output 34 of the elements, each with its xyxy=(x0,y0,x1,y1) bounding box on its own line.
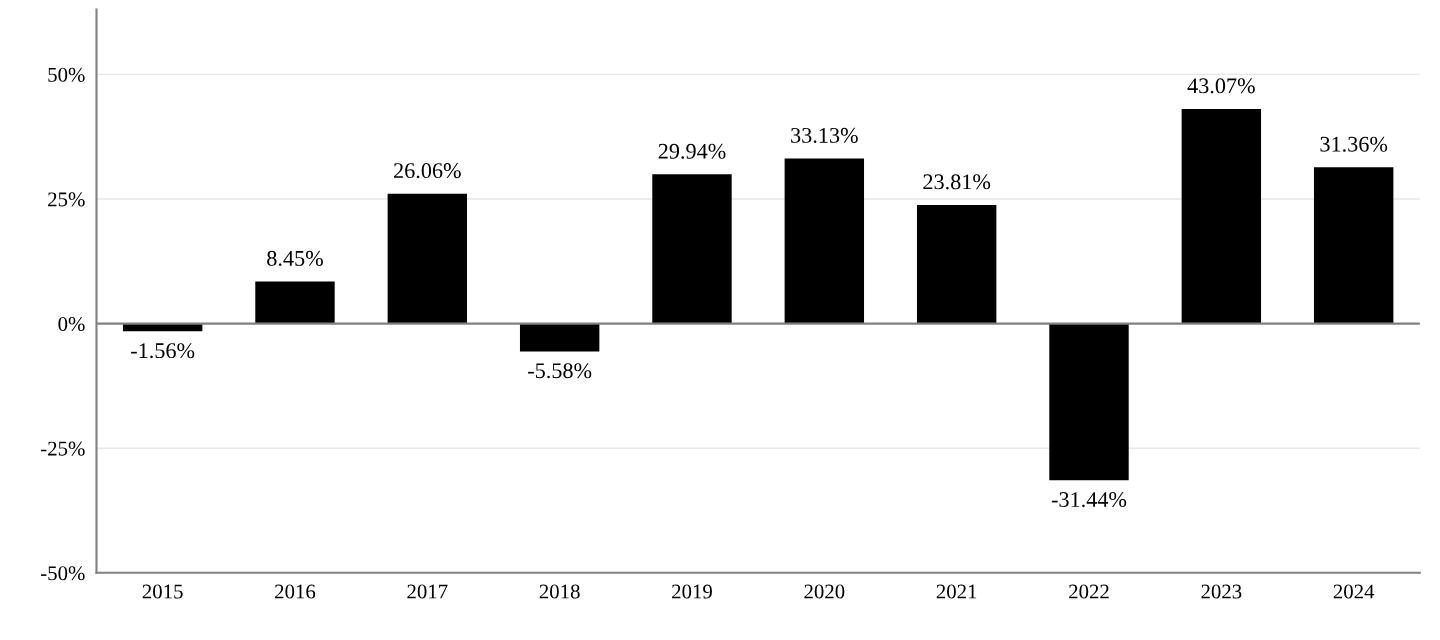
data-label: -1.56% xyxy=(131,343,195,359)
data-label: 33.13% xyxy=(791,127,858,143)
x-tick-label: 2017 xyxy=(407,584,448,599)
y-tick-label: -25% xyxy=(41,441,85,456)
y-tick-label: 0% xyxy=(58,316,85,332)
y-tick-label: 25% xyxy=(48,192,85,207)
x-tick-label: 2022 xyxy=(1069,584,1109,599)
bar xyxy=(652,174,732,324)
x-tick-label: 2020 xyxy=(804,584,845,599)
data-label: 29.94% xyxy=(658,143,726,159)
bar xyxy=(784,158,865,324)
x-tick-label: 2018 xyxy=(539,584,580,599)
x-tick-label: 2023 xyxy=(1201,584,1242,599)
y-tick-label: 50% xyxy=(48,67,85,82)
data-label: 43.07% xyxy=(1187,78,1255,94)
bar xyxy=(255,281,335,324)
x-tick-label: 2024 xyxy=(1333,584,1375,599)
x-tick-label: 2015 xyxy=(142,584,183,599)
bar xyxy=(387,193,468,324)
bar xyxy=(916,204,997,324)
data-label: 23.81% xyxy=(923,174,991,190)
data-label: 26.06% xyxy=(394,163,461,179)
data-label: 31.36% xyxy=(1320,136,1388,152)
data-label: 8.45% xyxy=(267,250,323,266)
bar xyxy=(1181,108,1262,324)
y-tick-label: -50% xyxy=(41,566,85,581)
x-tick-label: 2021 xyxy=(936,584,977,599)
data-label: -5.58% xyxy=(528,363,592,379)
bar xyxy=(1049,323,1129,481)
data-label: -31.44% xyxy=(1051,492,1127,508)
x-tick-label: 2016 xyxy=(275,584,316,599)
bar xyxy=(519,323,600,352)
bar xyxy=(1313,167,1394,324)
x-tick-label: 2019 xyxy=(672,584,712,599)
